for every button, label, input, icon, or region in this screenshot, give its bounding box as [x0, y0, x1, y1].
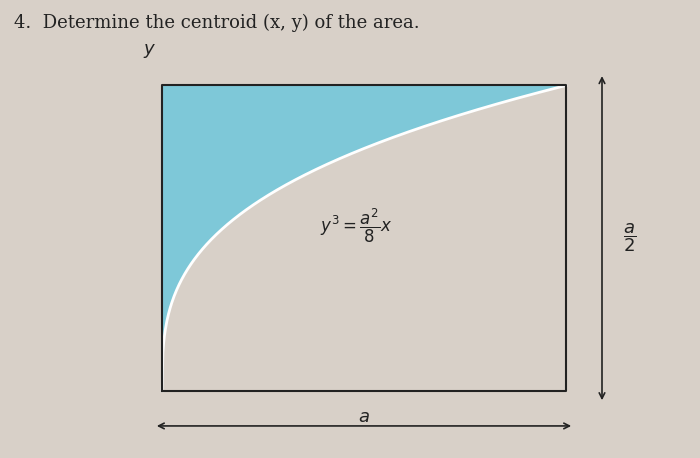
Text: $\dfrac{a}{2}$: $\dfrac{a}{2}$	[623, 222, 637, 255]
Text: $y^3 = \dfrac{a^2}{8}x$: $y^3 = \dfrac{a^2}{8}x$	[320, 207, 392, 245]
Text: $a$: $a$	[358, 408, 370, 426]
Text: 4.  Determine the centroid (x, y) of the area.: 4. Determine the centroid (x, y) of the …	[14, 14, 419, 32]
Text: y: y	[144, 40, 154, 58]
Polygon shape	[162, 86, 566, 391]
